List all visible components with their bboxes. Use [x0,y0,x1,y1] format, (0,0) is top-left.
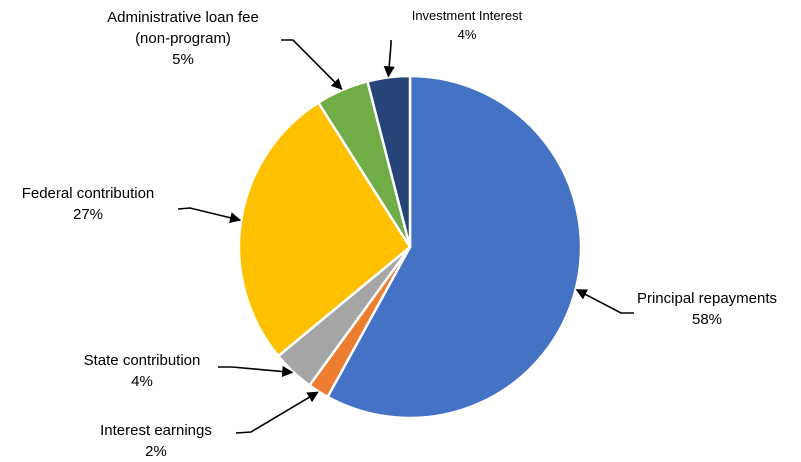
label-administrative-loan-fee: Administrative loan fee (non-program) 5% [78,7,288,70]
label-investment-interest-name: Investment Interest [411,8,523,23]
callout-arrows [177,39,634,434]
label-state-contribution: State contribution 4% [65,350,219,392]
callout-arrow-interest-earnings [235,391,319,434]
pie-slices [237,74,583,420]
label-interest-earnings-name: Interest earnings [100,422,212,439]
label-federal-contribution-name: Federal contribution [21,185,155,202]
callout-arrow-principal-repayments [575,289,634,314]
callout-arrow-federal-contribution [177,207,242,224]
label-federal-contribution: Federal contribution 27% [0,183,176,225]
callout-arrow-investment-interest [383,40,395,78]
label-principal-repayments-value: 58% [691,311,723,328]
label-federal-contribution-value: 27% [72,206,104,223]
label-administrative-loan-fee-line1: Administrative loan fee [107,9,259,26]
label-administrative-loan-fee-line2: (non-program) [135,30,231,47]
label-state-contribution-value: 4% [131,373,153,390]
label-interest-earnings-value: 2% [145,443,167,460]
label-investment-interest: Investment Interest 4% [392,6,542,44]
label-interest-earnings: Interest earnings 2% [76,420,236,462]
label-investment-interest-value: 4% [457,27,477,42]
label-principal-repayments: Principal repayments 58% [618,288,796,330]
callout-arrow-state-contribution [218,365,294,378]
label-administrative-loan-fee-value: 5% [172,51,194,68]
callout-arrow-administrative-loan-fee-non-program [281,39,343,90]
label-principal-repayments-name: Principal repayments [636,290,778,307]
label-state-contribution-name: State contribution [83,352,201,369]
